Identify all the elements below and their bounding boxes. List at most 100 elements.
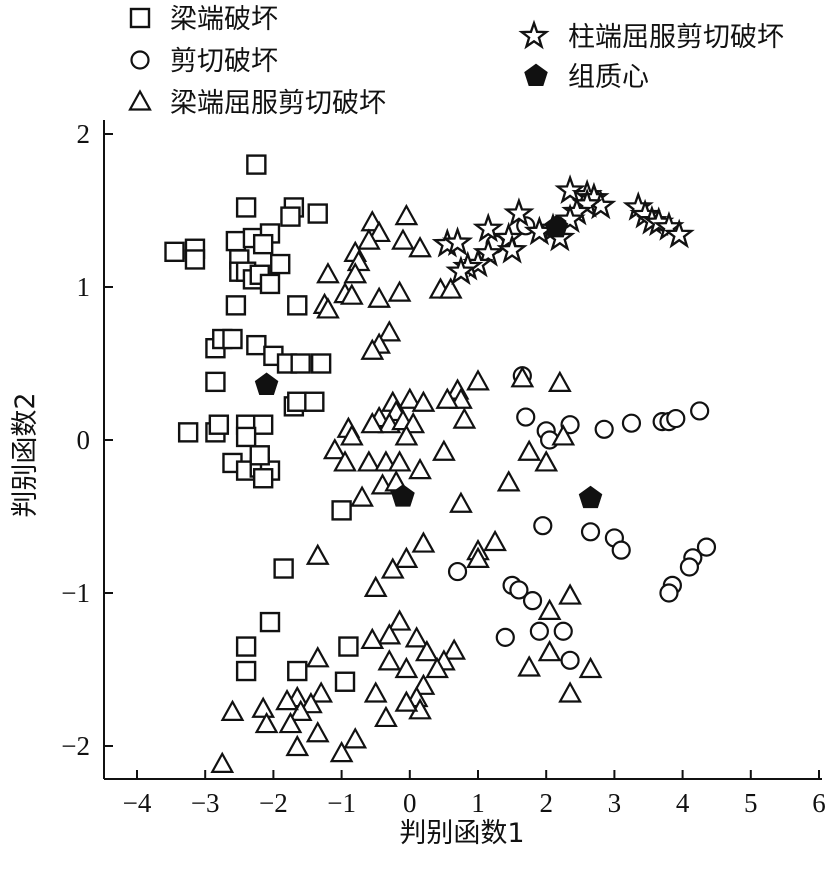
legend-label: 组质心 bbox=[568, 62, 649, 93]
legend-label: 剪切破坏 bbox=[170, 46, 278, 77]
legend-label: 梁端破坏 bbox=[170, 4, 278, 35]
legend-item-beam-yield-shear-failure: 梁端屈服剪切破坏 bbox=[128, 88, 386, 119]
circle-point bbox=[533, 516, 553, 536]
legend: 梁端破坏 剪切破坏 梁端屈服剪切破坏 柱端屈服剪切破坏 组质心 bbox=[128, 4, 784, 119]
square-point bbox=[225, 230, 247, 252]
circle-point bbox=[666, 408, 686, 429]
triangle-point bbox=[388, 451, 411, 472]
square-point bbox=[235, 197, 257, 218]
triangle-point bbox=[538, 599, 561, 620]
triangle-point bbox=[388, 281, 411, 302]
triangle-point bbox=[535, 451, 558, 472]
triangle-point bbox=[364, 576, 387, 598]
triangle-point bbox=[579, 657, 602, 679]
triangle-point bbox=[344, 728, 367, 749]
x-tick-label: −4 bbox=[123, 788, 152, 818]
square-point bbox=[225, 295, 247, 316]
legend-pentagon-marker-icon bbox=[524, 63, 548, 87]
legend-label: 梁端屈服剪切破坏 bbox=[170, 88, 386, 119]
square-point bbox=[235, 660, 257, 682]
data-points bbox=[164, 154, 717, 773]
circle-point bbox=[594, 419, 614, 439]
square-point bbox=[184, 249, 206, 270]
triangle-point bbox=[518, 656, 541, 677]
square-point bbox=[246, 154, 267, 175]
square-point bbox=[273, 558, 294, 579]
triangle-point bbox=[306, 722, 329, 743]
square-point bbox=[249, 445, 270, 466]
x-tick-label: −1 bbox=[327, 788, 356, 818]
x-tick-label: 3 bbox=[608, 788, 622, 818]
y-tick-label: −1 bbox=[61, 578, 90, 608]
square-point bbox=[222, 328, 243, 350]
triangle-point bbox=[368, 287, 391, 308]
triangle-point bbox=[449, 492, 473, 513]
circle-point bbox=[659, 583, 679, 603]
circle-point bbox=[495, 627, 515, 647]
triangle-point bbox=[306, 647, 329, 668]
square-point bbox=[259, 611, 281, 633]
y-tick-label: 0 bbox=[77, 425, 91, 455]
triangle-point bbox=[361, 628, 384, 650]
triangle-point bbox=[558, 682, 582, 703]
circle-point bbox=[679, 557, 700, 577]
legend-label: 柱端屈服剪切破坏 bbox=[568, 22, 784, 53]
triangle-point bbox=[518, 440, 541, 461]
circle-point bbox=[611, 540, 631, 560]
square-point bbox=[290, 353, 311, 374]
x-tick-label: 5 bbox=[744, 788, 758, 818]
triangle-point bbox=[483, 530, 507, 552]
x-tick-label: 1 bbox=[471, 788, 485, 818]
legend-triangle-marker-icon bbox=[128, 90, 152, 111]
square-point bbox=[338, 636, 359, 657]
legend-item-shear-failure: 剪切破坏 bbox=[130, 46, 278, 77]
legend-star-marker-icon bbox=[520, 21, 548, 48]
square-point bbox=[304, 391, 325, 412]
triangle-point bbox=[364, 682, 387, 703]
square-point bbox=[331, 500, 352, 521]
circle-point bbox=[580, 522, 601, 542]
triangle-point bbox=[405, 627, 428, 648]
triangle-point bbox=[558, 584, 582, 605]
square-point bbox=[177, 422, 199, 443]
triangle-point bbox=[306, 544, 329, 565]
x-tick-label: 2 bbox=[539, 788, 553, 818]
pentagon-point bbox=[578, 485, 603, 509]
pentagon-point bbox=[254, 372, 279, 395]
square-point bbox=[259, 273, 281, 295]
triangle-point bbox=[408, 459, 432, 480]
square-point bbox=[252, 233, 274, 255]
x-tick-label: −2 bbox=[259, 788, 288, 818]
circle-point bbox=[447, 561, 468, 582]
triangle-point bbox=[466, 370, 490, 391]
circle-point bbox=[529, 621, 549, 641]
legend-item-beam-end-failure: 梁端破坏 bbox=[129, 4, 278, 35]
triangle-point bbox=[453, 408, 476, 429]
circle-point bbox=[621, 413, 642, 433]
axes bbox=[103, 120, 822, 780]
y-tick-label: 1 bbox=[77, 272, 91, 302]
square-point bbox=[287, 391, 308, 412]
triangle-point bbox=[211, 752, 234, 773]
square-point bbox=[235, 426, 257, 448]
square-point bbox=[310, 353, 332, 374]
legend-square-marker-icon bbox=[129, 7, 151, 29]
circle-point bbox=[560, 650, 580, 670]
y-ticks: −2 −1 0 1 2 bbox=[61, 119, 113, 761]
square-point bbox=[252, 468, 274, 489]
square-point bbox=[287, 660, 308, 682]
circle-point bbox=[522, 591, 543, 611]
square-point bbox=[235, 636, 257, 657]
star-point bbox=[556, 176, 584, 203]
square-point bbox=[307, 203, 328, 224]
square-point bbox=[164, 241, 185, 263]
triangle-point bbox=[374, 706, 398, 728]
legend-item-group-centroid: 组质心 bbox=[524, 62, 649, 93]
triangle-point bbox=[388, 610, 411, 631]
square-point bbox=[208, 414, 230, 435]
triangle-point bbox=[538, 641, 561, 662]
x-axis-title: 判别函数1 bbox=[399, 818, 524, 849]
triangle-point bbox=[548, 371, 571, 392]
triangle-point bbox=[432, 440, 455, 461]
